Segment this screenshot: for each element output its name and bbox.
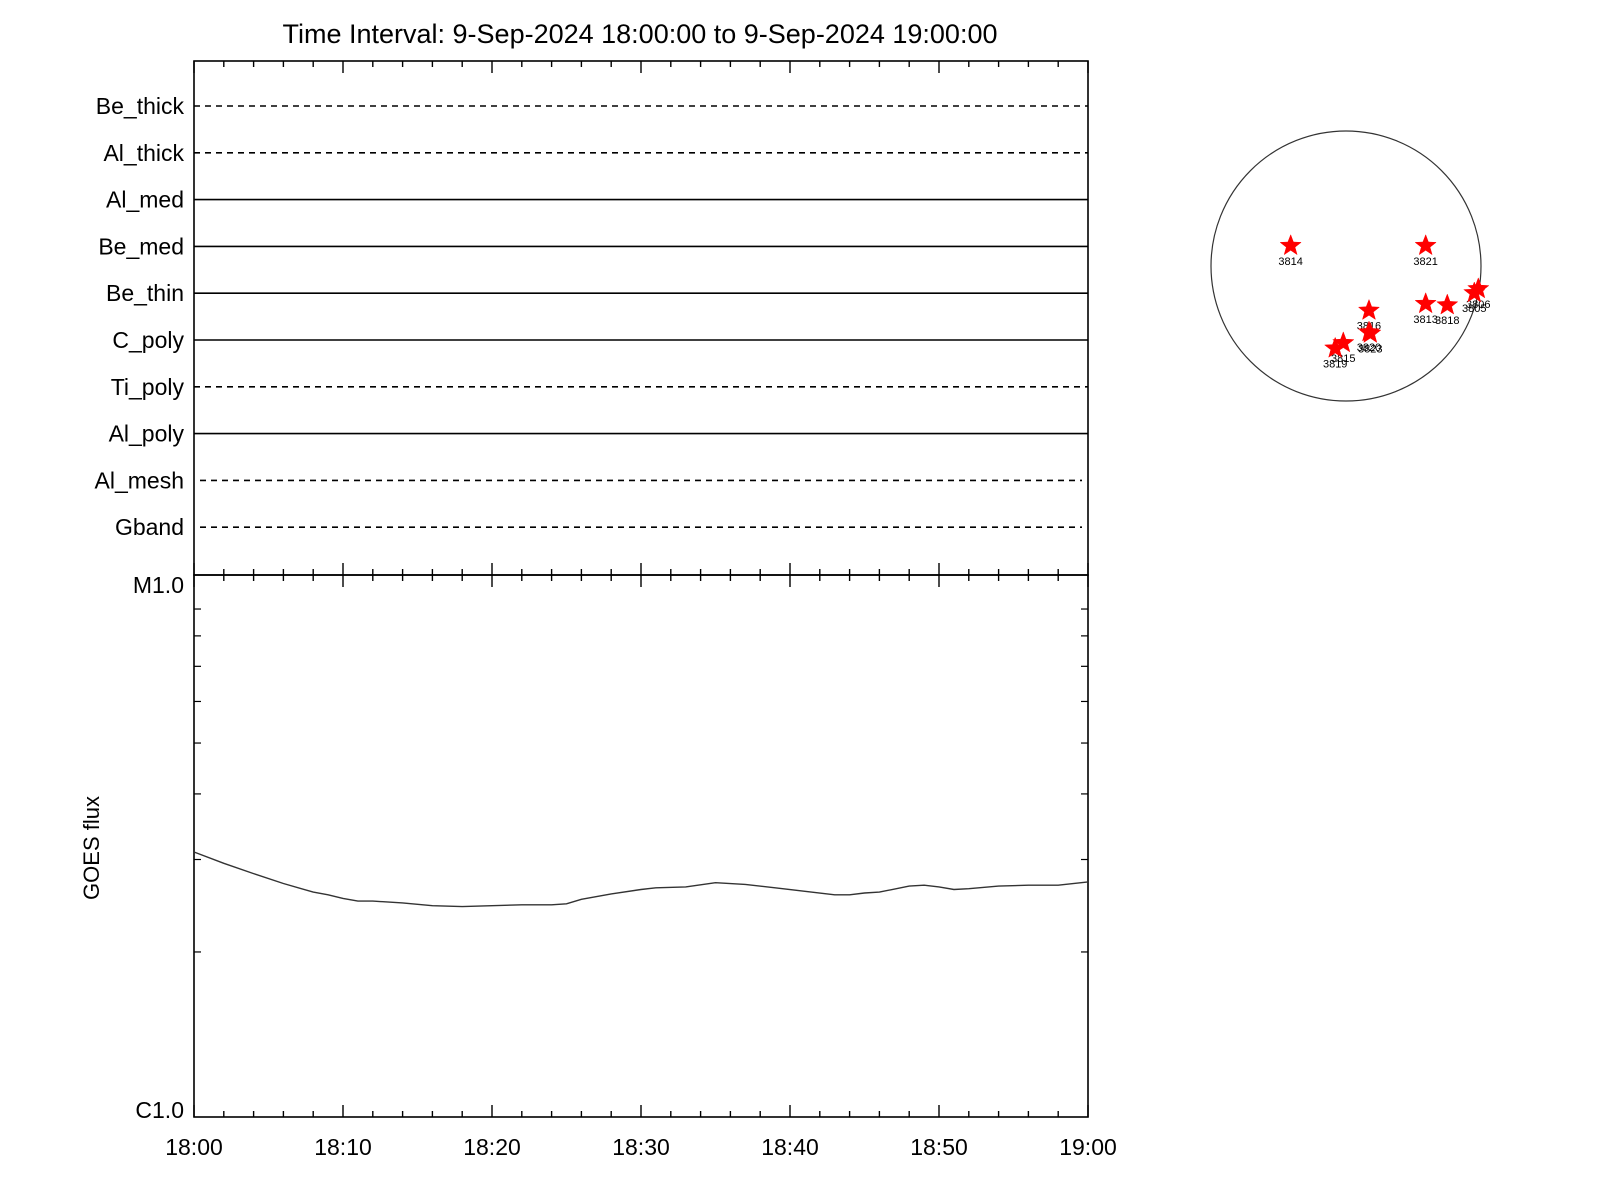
goes-flux-panel: GOES flux 18:00 18:10 18:20 18:30 18:40 18:50… — [79, 572, 1117, 1160]
channel-panel: Be_thick Al_thick Al_med Be_med Be_thin C_pol… — [95, 60, 1089, 576]
active-region-star — [1324, 336, 1347, 358]
x-tick-label: 18:20 — [463, 1134, 521, 1160]
channel-label: Al_poly — [109, 421, 185, 447]
x-tick-label: 18:50 — [910, 1134, 968, 1160]
x-tick-label: 18:10 — [314, 1134, 372, 1160]
active-region-label: 3813 — [1413, 314, 1437, 326]
y-tick-label: M1.0 — [133, 572, 184, 598]
chart-title: Time Interval: 9-Sep-2024 18:00:00 to 9-… — [283, 19, 998, 49]
channel-label: Be_thin — [106, 280, 184, 306]
x-tick-label: 18:30 — [612, 1134, 670, 1160]
solar-disk-map: 3814382138163813381838063805382038233815… — [1210, 130, 1491, 402]
x-tick-label: 18:00 — [165, 1134, 223, 1160]
active-region-star — [1359, 321, 1382, 343]
active-region-star — [1357, 298, 1381, 320]
channel-label: Gband — [115, 514, 184, 540]
active-region-label: 3814 — [1278, 256, 1302, 268]
flux-panel-frame — [193, 574, 1089, 1118]
active-region-label: 3821 — [1413, 256, 1437, 268]
channel-label: Be_med — [98, 233, 184, 259]
goes-flux-line — [193, 851, 1089, 908]
active-region-star — [1436, 293, 1459, 315]
active-region-label: 3820 — [1357, 342, 1381, 354]
active-region-star — [1463, 281, 1486, 303]
active-region-label: 3806 — [1466, 299, 1490, 311]
channel-label: Al_med — [106, 187, 184, 213]
active-region-label: 3805 — [1462, 303, 1486, 315]
active-region-label: 3819 — [1323, 358, 1347, 370]
channel-label: C_poly — [112, 327, 184, 353]
active-region-label: 3823 — [1358, 344, 1382, 356]
channel-label: Al_mesh — [95, 467, 184, 493]
x-tick-label: 19:00 — [1059, 1134, 1117, 1160]
active-region-star — [1414, 292, 1437, 314]
active-region-label: 3815 — [1331, 353, 1355, 365]
active-region-star — [1414, 234, 1437, 256]
y-tick-label: C1.0 — [135, 1097, 184, 1123]
channel-label: Be_thick — [96, 93, 185, 119]
channel-label: Al_thick — [103, 140, 184, 166]
solar-disk-outline — [1210, 130, 1482, 402]
y-axis-label: GOES flux — [79, 796, 104, 900]
active-region-star — [1279, 234, 1302, 256]
channel-label: Ti_poly — [111, 374, 185, 400]
active-region-label: 3818 — [1435, 315, 1459, 327]
x-tick-label: 18:40 — [761, 1134, 819, 1160]
channel-panel-frame — [193, 60, 1089, 576]
